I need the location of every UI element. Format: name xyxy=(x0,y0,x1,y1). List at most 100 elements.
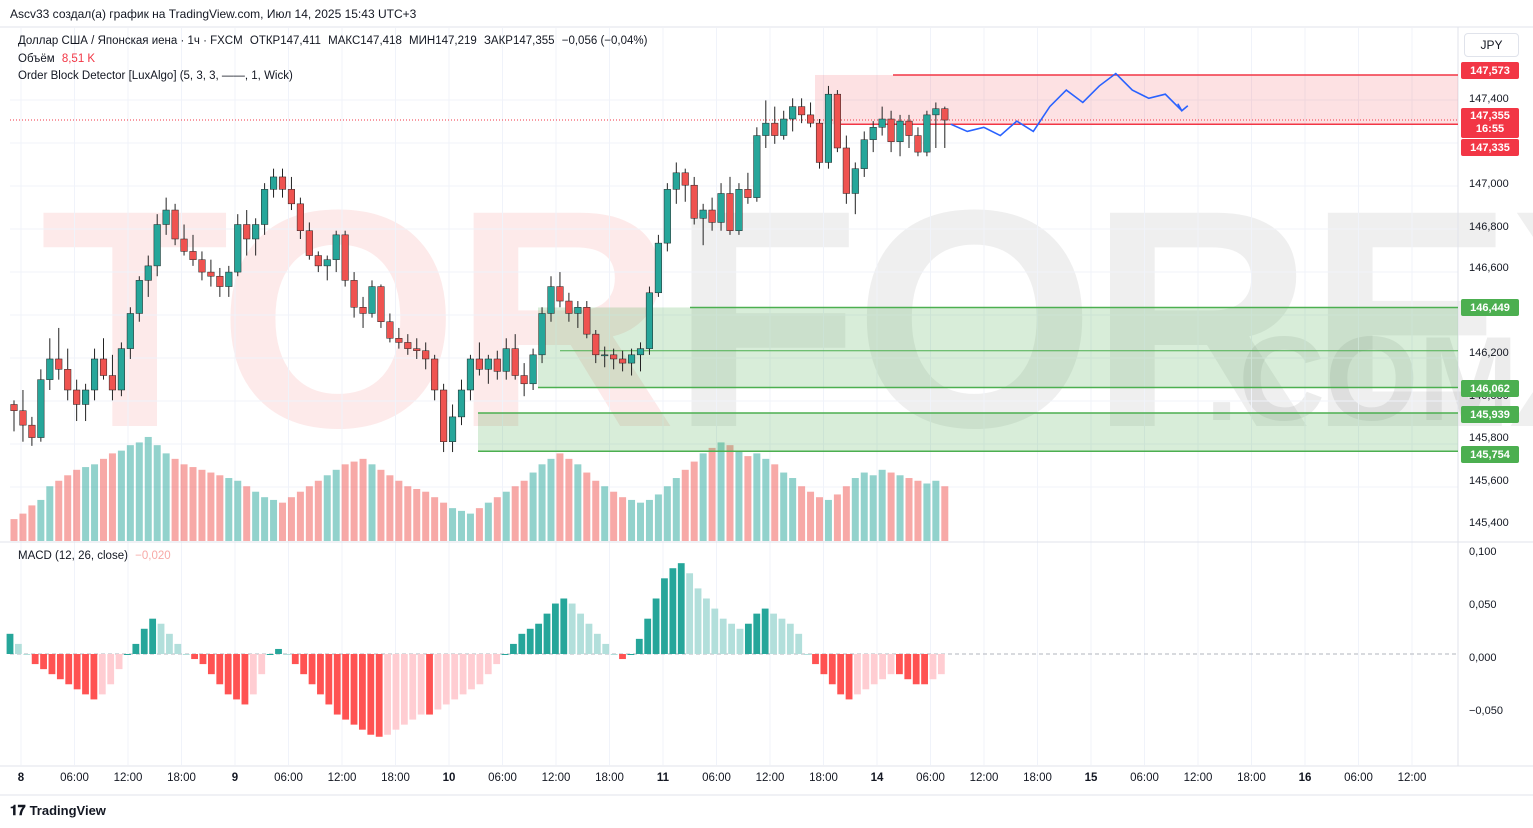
volume-bar xyxy=(171,458,179,541)
macd-bar xyxy=(207,654,215,675)
volume-bar xyxy=(645,499,653,541)
candle-body xyxy=(681,172,689,186)
macd-bar xyxy=(694,588,702,654)
tv-logo-icon: 𝟏𝟕 xyxy=(10,802,26,818)
candle-body xyxy=(404,342,412,349)
macd-bar xyxy=(585,623,593,654)
currency-button[interactable]: JPY xyxy=(1464,33,1519,57)
macd-bar xyxy=(451,654,459,700)
candle-body xyxy=(824,93,833,163)
macd-bar xyxy=(317,654,324,695)
candle-body xyxy=(449,416,457,442)
symbol-legend[interactable]: Доллар США / Японская иена · 1ч · FXCM О… xyxy=(18,35,651,47)
candle-body xyxy=(395,338,403,343)
time-tick-label: 12:00 xyxy=(969,772,999,784)
candle-body xyxy=(431,358,439,391)
volume-bar xyxy=(46,486,54,541)
candle-body xyxy=(55,358,63,370)
macd-bar xyxy=(333,654,341,715)
macd-bar xyxy=(593,633,601,654)
volume-bar xyxy=(610,491,618,541)
candle-body xyxy=(726,193,734,231)
candle-body xyxy=(833,93,841,149)
volume-bar xyxy=(440,502,448,541)
price-tick-label: 146,600 xyxy=(1469,262,1509,274)
macd-bar xyxy=(426,654,433,715)
macd-bar xyxy=(786,623,794,654)
volume-bar xyxy=(117,450,125,541)
volume-bar xyxy=(431,497,439,541)
price-tick-label: 146,800 xyxy=(1469,221,1509,233)
volume-bar xyxy=(100,458,107,541)
indicator-legend[interactable]: Order Block Detector [LuxAlgo] (5, 3, 3,… xyxy=(18,70,297,82)
volume-bar xyxy=(878,469,886,541)
macd-bar xyxy=(661,578,668,654)
volume-bar xyxy=(860,472,868,541)
macd-bar xyxy=(233,654,240,700)
candle-body xyxy=(636,348,645,356)
volume-bar xyxy=(619,497,627,541)
tradingview-logo[interactable]: 𝟏𝟕 TradingView xyxy=(10,802,106,819)
macd-bar xyxy=(744,623,752,654)
time-tick-label: 15 xyxy=(1084,772,1098,784)
candle-body xyxy=(162,209,170,225)
macd-bar xyxy=(375,654,383,737)
high-value: МАКС147,418 xyxy=(328,35,402,47)
bearish-order-block xyxy=(815,74,1458,125)
macd-bar xyxy=(526,628,534,654)
candle-body xyxy=(735,189,743,231)
volume-bar xyxy=(216,475,224,541)
candle-body xyxy=(422,350,430,360)
volume-bar xyxy=(753,453,761,541)
candle-body xyxy=(672,172,680,190)
macd-tick-label: 0,000 xyxy=(1469,652,1497,664)
volume-bar xyxy=(189,467,197,541)
volume-bar xyxy=(484,502,492,541)
candle-body xyxy=(860,139,868,169)
volume-bar xyxy=(332,469,340,541)
volume-bar xyxy=(628,499,636,541)
volume-bar xyxy=(368,464,376,541)
close-value: ЗАКР147,355 xyxy=(483,35,555,47)
candle-body xyxy=(198,259,206,273)
candle-body xyxy=(216,275,224,287)
candle-body xyxy=(108,375,117,391)
volume-bar xyxy=(932,480,940,541)
volume-bar xyxy=(162,453,170,541)
candle-body xyxy=(753,135,761,198)
macd-bar xyxy=(837,654,845,695)
candle-body xyxy=(887,118,895,143)
macd-bar xyxy=(199,654,207,665)
candle-body xyxy=(117,348,125,391)
ob-top-label: 147,573 xyxy=(1461,62,1519,79)
candle-body xyxy=(619,358,627,364)
volume-bar xyxy=(37,499,45,541)
macd-bar xyxy=(879,654,887,680)
macd-bar xyxy=(753,613,761,654)
macd-bar xyxy=(644,618,652,654)
volume-bar xyxy=(413,488,421,541)
volume-bar xyxy=(91,464,99,541)
candle-body xyxy=(654,242,662,294)
macd-bar xyxy=(48,654,56,675)
volume-legend[interactable]: Объём 8,51 K xyxy=(18,53,99,65)
countdown-value: 16:55 xyxy=(1475,123,1505,135)
macd-bar xyxy=(929,654,937,680)
volume-bar xyxy=(225,478,233,541)
candle-body xyxy=(91,358,99,391)
price-tick-label: 145,800 xyxy=(1469,432,1509,444)
candle-body xyxy=(556,286,564,302)
volume-bar xyxy=(404,486,412,541)
candle-body xyxy=(252,224,260,240)
candle-body xyxy=(413,348,421,351)
macd-bar xyxy=(896,654,903,675)
macd-bar xyxy=(921,654,928,685)
candle-body xyxy=(323,259,331,267)
time-tick-label: 18:00 xyxy=(1237,772,1266,784)
ob-green-3-label: 145,939 xyxy=(1461,406,1519,423)
macd-legend[interactable]: MACD (12, 26, close) −0,020 xyxy=(18,550,175,562)
candle-body xyxy=(10,404,18,411)
candle-body xyxy=(466,358,474,391)
candle-body xyxy=(914,135,922,153)
